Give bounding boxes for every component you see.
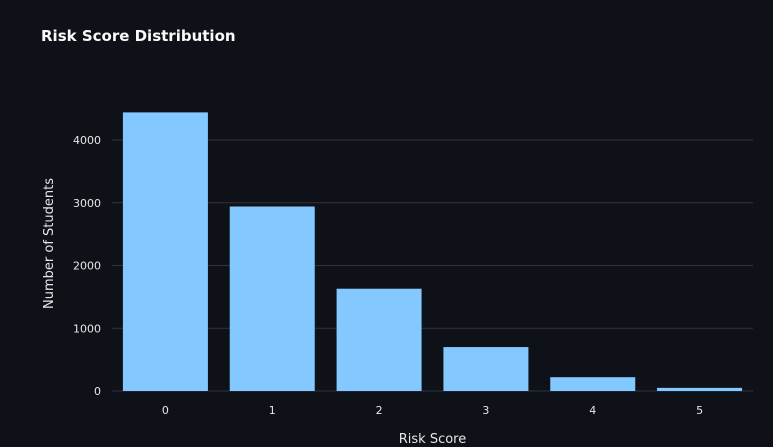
- x-tick-labels: 0 1 2 3 4 5: [162, 404, 703, 417]
- x-tick-label: 2: [376, 404, 383, 417]
- x-tick-label: 1: [269, 404, 276, 417]
- y-tick-label: 1000: [73, 322, 101, 335]
- x-tick-label: 4: [589, 404, 596, 417]
- bar-risk-score-4[interactable]: [550, 377, 636, 391]
- x-tick-label: 5: [696, 404, 703, 417]
- bar-risk-score-5[interactable]: [657, 387, 743, 391]
- bars: [122, 112, 743, 391]
- chart-title: Risk Score Distribution: [41, 27, 236, 45]
- y-tick-label: 4000: [73, 134, 101, 147]
- bar-risk-score-0[interactable]: [122, 112, 208, 391]
- bar-risk-score-1[interactable]: [229, 206, 315, 391]
- bar-risk-score-2[interactable]: [336, 288, 422, 391]
- x-tick-label: 0: [162, 404, 169, 417]
- bar-risk-score-3[interactable]: [443, 347, 529, 391]
- y-tick-label: 0: [94, 385, 101, 398]
- y-axis-label: Number of Students: [42, 178, 57, 309]
- gridlines: [112, 139, 753, 392]
- y-tick-label: 3000: [73, 197, 101, 210]
- x-tick-label: 3: [482, 404, 489, 417]
- y-tick-labels: 0 1000 2000 3000 4000: [73, 134, 101, 398]
- y-tick-label: 2000: [73, 260, 101, 273]
- x-axis-label: Risk Score: [399, 432, 467, 447]
